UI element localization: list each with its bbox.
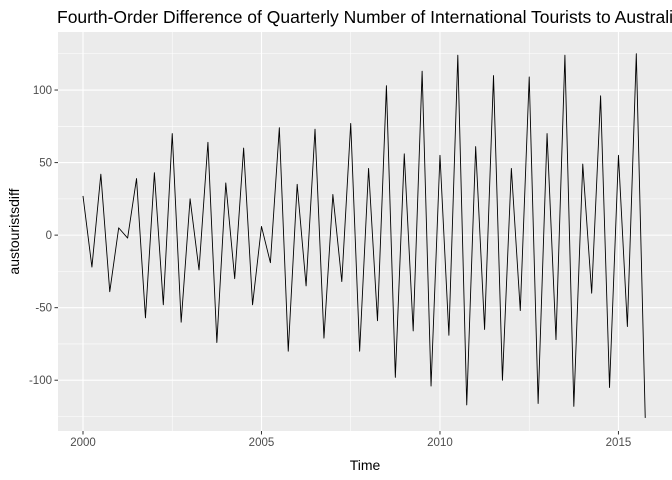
y-axis: -100 -50 0 50 100 [29,85,58,387]
grid-major [58,32,672,431]
x-tick-label: 2010 [427,437,453,449]
x-tick-label: 2015 [606,437,632,449]
y-tick-label: -100 [29,375,52,387]
chart-title: Fourth-Order Difference of Quarterly Num… [57,7,672,27]
series-line-0 [82,53,646,418]
series-line-group [82,53,646,418]
x-tick-label: 2005 [249,437,275,449]
y-tick-label: 50 [39,158,52,170]
y-tick-label: -50 [35,303,52,315]
grid-minor [58,32,672,431]
x-axis-title: Time [350,457,381,473]
x-tick-label: 2000 [70,437,96,449]
y-tick-label: 100 [33,85,52,97]
y-axis-title: austouristsdiff [6,188,22,274]
y-tick-label: 0 [46,230,52,242]
x-axis: 2000 2005 2010 2015 [70,431,631,449]
